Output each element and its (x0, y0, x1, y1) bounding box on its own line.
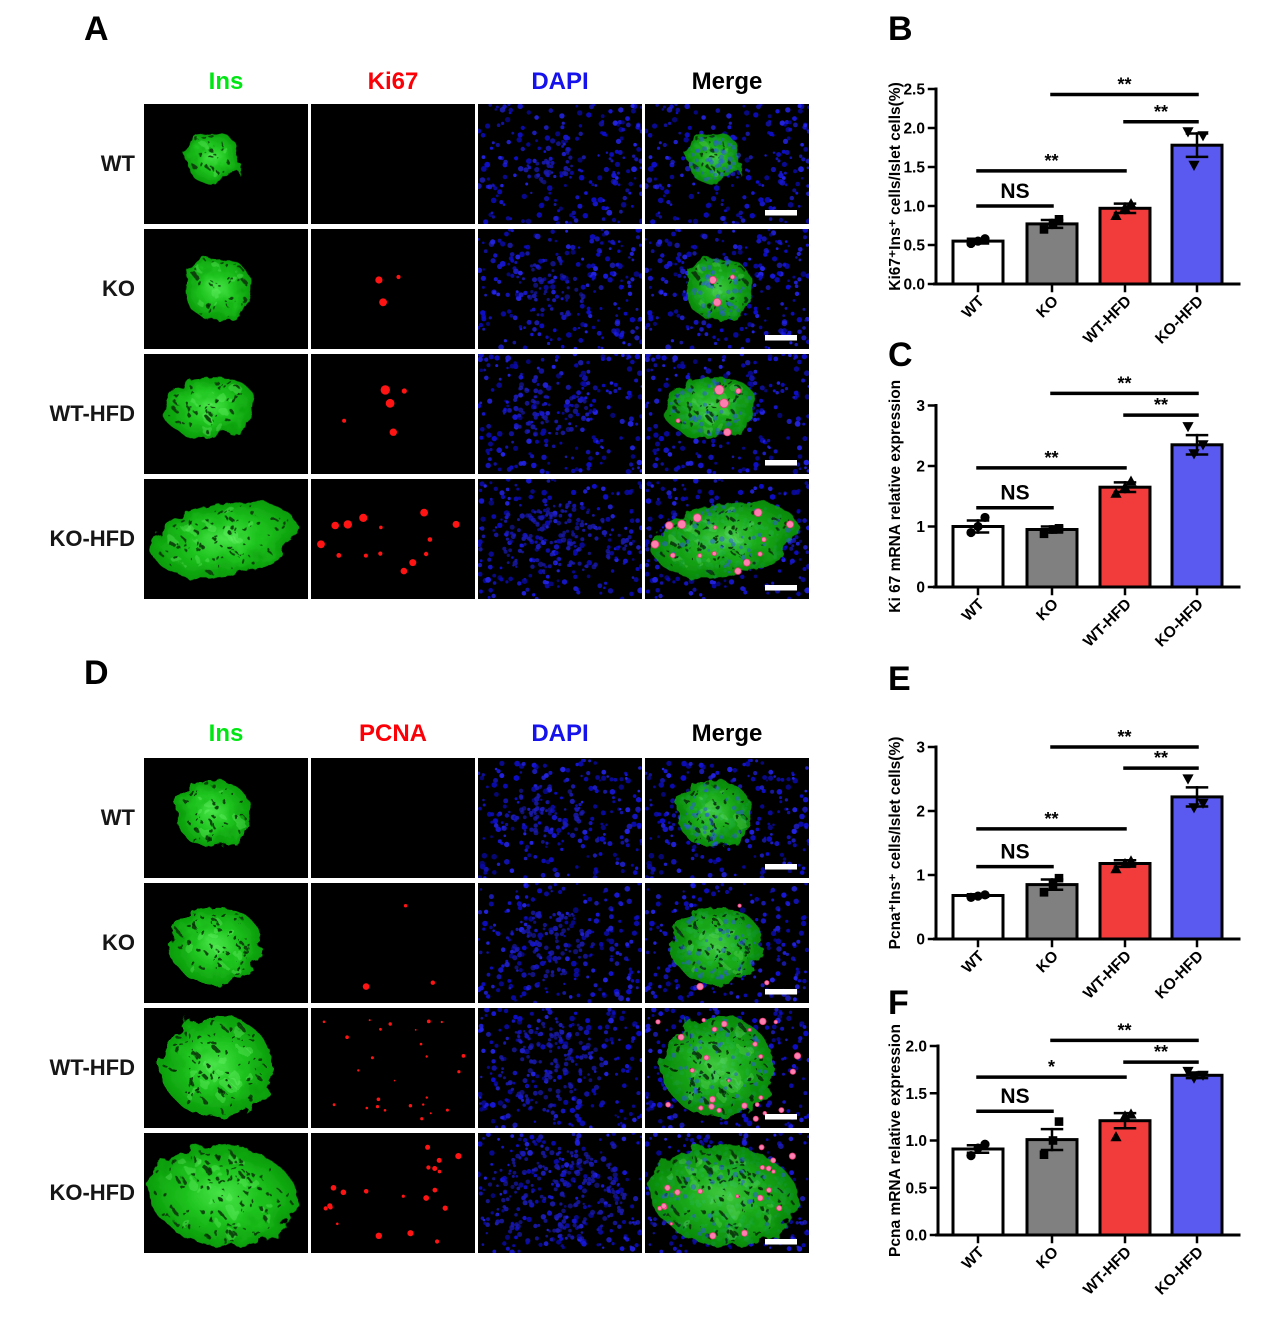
chart-ki67-cells-quantification: 0.00.51.01.52.02.5WT KO WT-HFD KO-HFDNS****… (887, 74, 1241, 347)
micrograph-d-wt-merge (645, 758, 809, 878)
panel-d-row-label-ko: KO (102, 930, 135, 955)
micrograph-d-wt-hfd-merge (645, 1008, 809, 1128)
panel-d-row-label-wt: WT (100, 805, 135, 830)
panel-a-header-ki67: Ki67 (367, 68, 419, 95)
panel-a-row-label-wt: WT (100, 151, 135, 176)
panel-d-header-pcna: PCNA (358, 720, 428, 747)
panel-a-row-label-wt-hfd: WT-HFD (49, 401, 135, 426)
panel-f-letter: F (888, 984, 909, 1022)
panel-d-letter: D (84, 654, 109, 692)
micrograph-a-wt-hfd-dapi (478, 354, 642, 474)
panel-a-letter: A (84, 10, 109, 48)
panel-b-letter: B (888, 10, 913, 48)
micrograph-a-wt-hfd-ki67 (311, 354, 475, 474)
micrograph-a-wt-ki67 (311, 104, 475, 224)
micrograph-d-wt-pcna (311, 758, 475, 878)
micrograph-a-wt-dapi (478, 104, 642, 224)
panel-c-letter: C (888, 336, 913, 374)
micrograph-a-wt-hfd-merge (645, 354, 809, 474)
panel-a-row-label-ko-hfd: KO-HFD (49, 526, 135, 551)
panel-d-row-label-ko-hfd: KO-HFD (49, 1180, 135, 1205)
micrograph-a-ko-hfd-ins (144, 479, 308, 599)
micrograph-d-ko-dapi (478, 883, 642, 1003)
micrograph-d-ko-pcna (311, 883, 475, 1003)
micrograph-d-ko-merge (645, 883, 809, 1003)
panel-a-header-dapi: DAPI (531, 68, 589, 95)
panel-d-header-merge: Merge (691, 720, 763, 747)
panel-e-letter: E (888, 660, 911, 698)
panel-d-row-label-wt-hfd: WT-HFD (49, 1055, 135, 1080)
micrograph-a-wt-ins (144, 104, 308, 224)
micrograph-a-ko-hfd-dapi (478, 479, 642, 599)
panel-a-header-merge: Merge (691, 68, 763, 95)
micrograph-a-ko-hfd-ki67 (311, 479, 475, 599)
micrograph-d-wt-hfd-ins (144, 1008, 308, 1128)
micrograph-a-ko-hfd-merge (645, 479, 809, 599)
micrograph-d-wt-hfd-pcna (311, 1008, 475, 1128)
micrograph-d-ko-hfd-merge (645, 1133, 809, 1253)
micrograph-d-wt-dapi (478, 758, 642, 878)
micrograph-d-wt-ins (144, 758, 308, 878)
micrograph-d-ko-hfd-pcna (311, 1133, 475, 1253)
micrograph-d-ko-hfd-dapi (478, 1133, 642, 1253)
micrograph-d-ko-hfd-ins (144, 1133, 308, 1253)
micrograph-a-ko-merge (645, 229, 809, 349)
panel-a-header-ins: Ins (208, 68, 244, 95)
panel-d-header-dapi: DAPI (531, 720, 589, 747)
micrograph-a-ko-dapi (478, 229, 642, 349)
panel-d-header-ins: Ins (208, 720, 244, 747)
micrograph-d-ko-ins (144, 883, 308, 1003)
panel-a-row-label-ko: KO (102, 276, 135, 301)
micrograph-d-wt-hfd-dapi (478, 1008, 642, 1128)
micrograph-a-ko-ki67 (311, 229, 475, 349)
micrograph-a-wt-hfd-ins (144, 354, 308, 474)
micrograph-a-wt-merge (645, 104, 809, 224)
micrograph-a-ko-ins (144, 229, 308, 349)
chart-pcna-mrna-expression: 0.00.51.01.52.0WT KO WT-HFD KO-HFDNS*****Pc… (887, 1020, 1241, 1298)
